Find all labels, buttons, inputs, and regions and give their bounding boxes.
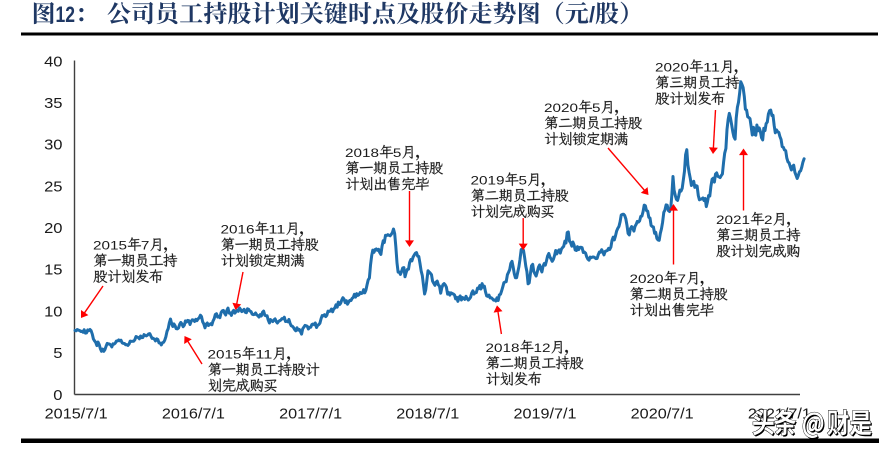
svg-text:5: 5	[592, 101, 601, 115]
svg-text:11: 11	[268, 223, 285, 237]
svg-text:11: 11	[703, 61, 720, 75]
svg-text:/: /	[589, 2, 595, 27]
svg-text:2021: 2021	[716, 213, 750, 227]
svg-text:20: 20	[44, 221, 62, 237]
svg-text:2017/7/1: 2017/7/1	[279, 406, 342, 423]
svg-text:0: 0	[53, 388, 62, 404]
svg-text:2020: 2020	[544, 101, 578, 115]
svg-text:2019: 2019	[471, 174, 505, 188]
svg-text:5: 5	[53, 346, 62, 362]
svg-text:25: 25	[44, 179, 62, 195]
svg-text:10: 10	[44, 304, 62, 320]
svg-text:2019/7/1: 2019/7/1	[514, 406, 577, 423]
svg-text:2: 2	[764, 213, 773, 227]
svg-text:5: 5	[393, 146, 402, 160]
svg-text:2018/7/1: 2018/7/1	[396, 406, 459, 423]
svg-text:12: 12	[534, 341, 551, 355]
svg-text:2015/7/1: 2015/7/1	[45, 406, 108, 423]
svg-text:2016: 2016	[221, 223, 255, 237]
svg-text:2020/7/1: 2020/7/1	[631, 406, 694, 423]
svg-text:11: 11	[255, 348, 272, 362]
svg-text:2020: 2020	[655, 61, 689, 75]
svg-text:2018: 2018	[345, 146, 379, 160]
svg-text:30: 30	[44, 138, 62, 154]
svg-text:15: 15	[44, 263, 62, 279]
svg-text:12: 12	[56, 2, 76, 27]
svg-text:2015: 2015	[93, 239, 127, 253]
svg-text:35: 35	[44, 96, 62, 112]
svg-text:7: 7	[141, 239, 150, 253]
svg-text:2018: 2018	[486, 341, 520, 355]
svg-text:40: 40	[44, 54, 62, 70]
svg-text:2020: 2020	[630, 272, 664, 286]
svg-text:5: 5	[519, 174, 528, 188]
svg-text:7: 7	[678, 272, 687, 286]
svg-text:2016/7/1: 2016/7/1	[162, 406, 225, 423]
svg-text:2015: 2015	[208, 348, 242, 362]
